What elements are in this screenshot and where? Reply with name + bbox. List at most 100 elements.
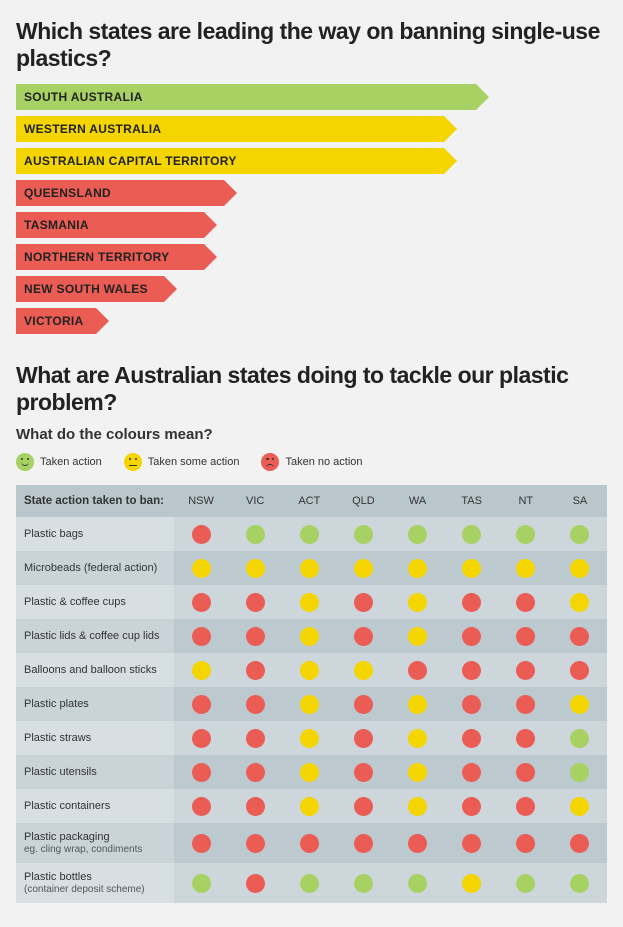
red-status-icon [516,593,535,612]
table-cell [499,687,553,721]
bar-label: SOUTH AUSTRALIA [16,90,143,104]
table-cell [228,551,282,585]
red-status-icon [462,797,481,816]
yellow-status-icon [300,797,319,816]
table-row: Plastic bags [16,517,607,551]
table-row: Plastic plates [16,687,607,721]
yellow-status-icon [300,661,319,680]
yellow-status-icon [300,593,319,612]
table-cell [553,585,607,619]
table-cell [391,863,445,903]
red-status-icon [570,661,589,680]
red-status-icon [354,797,373,816]
red-status-icon [192,695,211,714]
table-cell [174,789,228,823]
table-cell [553,687,607,721]
legend-label: Taken action [40,456,102,468]
row-label: Balloons and balloon sticks [24,664,157,676]
table-cell [445,755,499,789]
yellow-status-icon [408,627,427,646]
ranking-bars: SOUTH AUSTRALIAWESTERN AUSTRALIAAUSTRALI… [16,84,607,334]
red-status-icon [246,729,265,748]
row-label-cell: Plastic plates [16,687,174,721]
table-cell [282,585,336,619]
table-cell [336,823,390,863]
red-status-icon [246,834,265,853]
red-status-icon [192,763,211,782]
table-cell [391,755,445,789]
table-cell [445,687,499,721]
row-label-cell: Plastic utensils [16,755,174,789]
table-cell [499,823,553,863]
red-status-icon [192,627,211,646]
table-cell [499,863,553,903]
row-label: Microbeads (federal action) [24,562,157,574]
bar-label: AUSTRALIAN CAPITAL TERRITORY [16,154,237,168]
green-status-icon [408,874,427,893]
table-row: Plastic packagingeg. cling wrap, condime… [16,823,607,863]
yellow-status-icon [300,729,319,748]
table-cell [445,789,499,823]
table-cell [282,863,336,903]
yellow-status-icon [300,763,319,782]
yellow-status-icon [408,695,427,714]
red-status-icon [192,797,211,816]
column-header: NT [499,485,553,517]
red-status-icon [516,627,535,646]
table-cell [499,585,553,619]
red-status-icon [408,834,427,853]
red-status-icon [516,797,535,816]
legend: Taken actionTaken some actionTaken no ac… [16,453,607,471]
yellow-status-icon [516,559,535,578]
smile-face-icon [16,453,34,471]
red-status-icon [516,729,535,748]
table-cell [228,517,282,551]
table-cell [282,687,336,721]
table-cell [391,585,445,619]
yellow-status-icon [462,559,481,578]
table-cell [445,823,499,863]
yellow-status-icon [408,797,427,816]
table-cell [445,653,499,687]
table-cell [282,789,336,823]
section2-title: What are Australian states doing to tack… [16,362,607,416]
ranking-bar: SOUTH AUSTRALIA [16,84,607,110]
row-label: Plastic utensils [24,766,97,778]
table-cell [445,585,499,619]
bar-label: NORTHERN TERRITORY [16,250,169,264]
yellow-status-icon [408,593,427,612]
table-cell [391,721,445,755]
yellow-status-icon [300,559,319,578]
table-cell [174,619,228,653]
red-status-icon [354,593,373,612]
table-cell [228,619,282,653]
red-status-icon [354,729,373,748]
table-cell [282,755,336,789]
table-row: Plastic & coffee cups [16,585,607,619]
table-cell [553,551,607,585]
green-status-icon [192,874,211,893]
table-row: Plastic bottles(container deposit scheme… [16,863,607,903]
red-status-icon [516,661,535,680]
table-cell [336,585,390,619]
table-cell [553,755,607,789]
green-status-icon [462,525,481,544]
green-status-icon [354,874,373,893]
table-cell [336,687,390,721]
flat-face-icon [124,453,142,471]
ranking-bar: NEW SOUTH WALES [16,276,607,302]
green-status-icon [354,525,373,544]
red-status-icon [462,661,481,680]
red-status-icon [246,661,265,680]
red-status-icon [192,525,211,544]
yellow-status-icon [570,593,589,612]
yellow-status-icon [354,661,373,680]
table-cell [336,653,390,687]
row-label: Plastic plates [24,698,89,710]
table-cell [445,619,499,653]
table-cell [391,551,445,585]
ranking-bar: VICTORIA [16,308,607,334]
table-cell [282,619,336,653]
ranking-bar: TASMANIA [16,212,607,238]
yellow-status-icon [570,559,589,578]
